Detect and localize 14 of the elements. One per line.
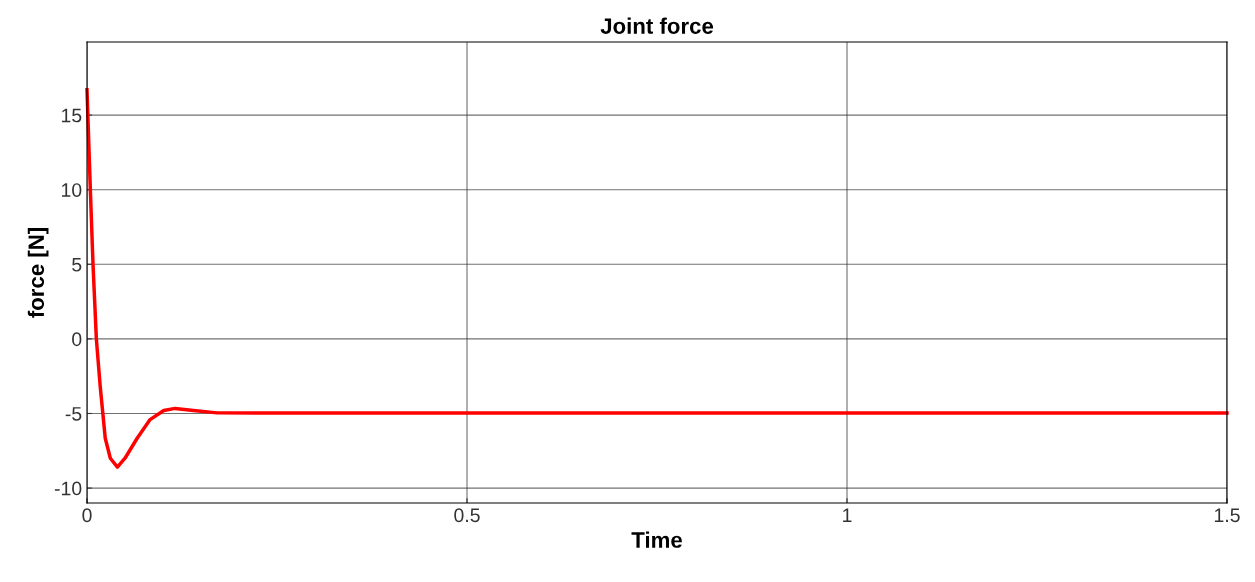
y-tick-label: -10: [54, 481, 82, 496]
x-tick-label: 1.5: [1214, 508, 1240, 523]
y-tick-label: 5: [72, 257, 82, 272]
chart-title: Joint force: [600, 17, 714, 34]
x-axis-title: Time: [631, 531, 682, 548]
y-axis-title: force [N]: [27, 228, 49, 318]
x-tick-label: 0.5: [454, 508, 480, 523]
y-tick-label: 10: [62, 183, 82, 197]
y-tick-label: -5: [65, 407, 82, 421]
x-tick-label: 0: [82, 508, 92, 523]
line-series: [85, 88, 1229, 469]
x-tick-label: 1: [843, 508, 852, 522]
y-tick-label: 0: [72, 332, 82, 347]
y-tick-label: 15: [62, 108, 82, 123]
